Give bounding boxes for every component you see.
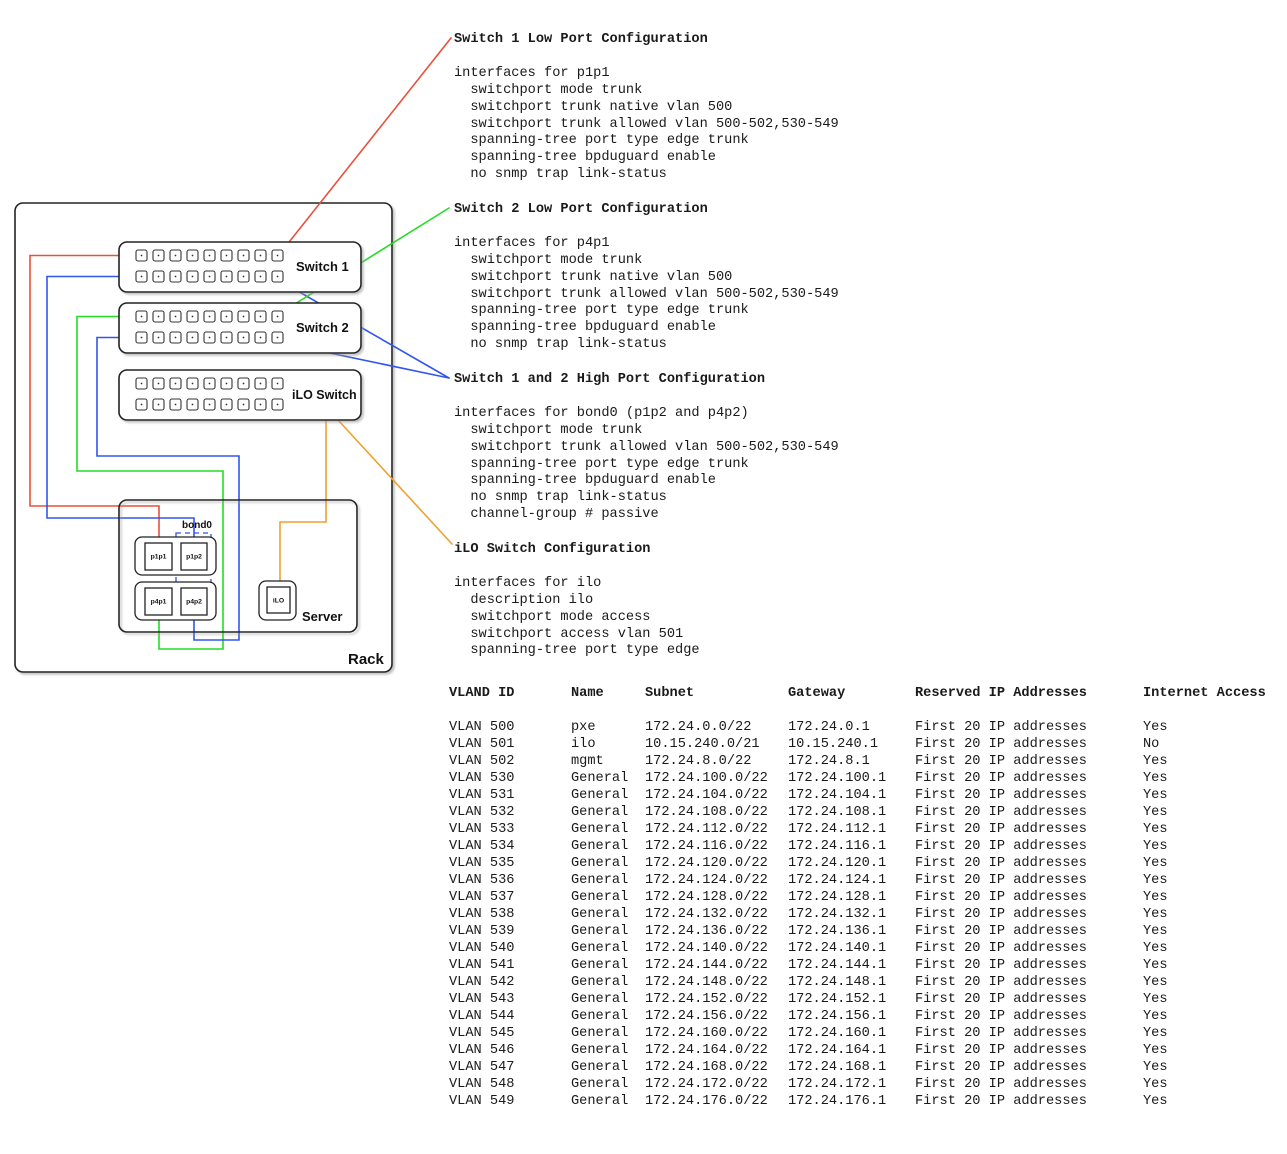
svg-text:p4p1: p4p1: [151, 599, 167, 606]
svg-text:p1p1: p1p1: [151, 554, 167, 561]
svg-text:bond0: bond0: [182, 520, 212, 531]
svg-text:iLO: iLO: [273, 598, 284, 605]
svg-text:p1p2: p1p2: [186, 554, 202, 561]
svg-text:p4p2: p4p2: [186, 599, 202, 606]
svg-text:Switch 1: Switch 1: [296, 259, 349, 274]
svg-text:Switch 2: Switch 2: [296, 320, 349, 335]
svg-text:Rack: Rack: [348, 651, 385, 668]
svg-text:iLO Switch: iLO Switch: [292, 388, 357, 402]
svg-text:Server: Server: [302, 609, 342, 624]
